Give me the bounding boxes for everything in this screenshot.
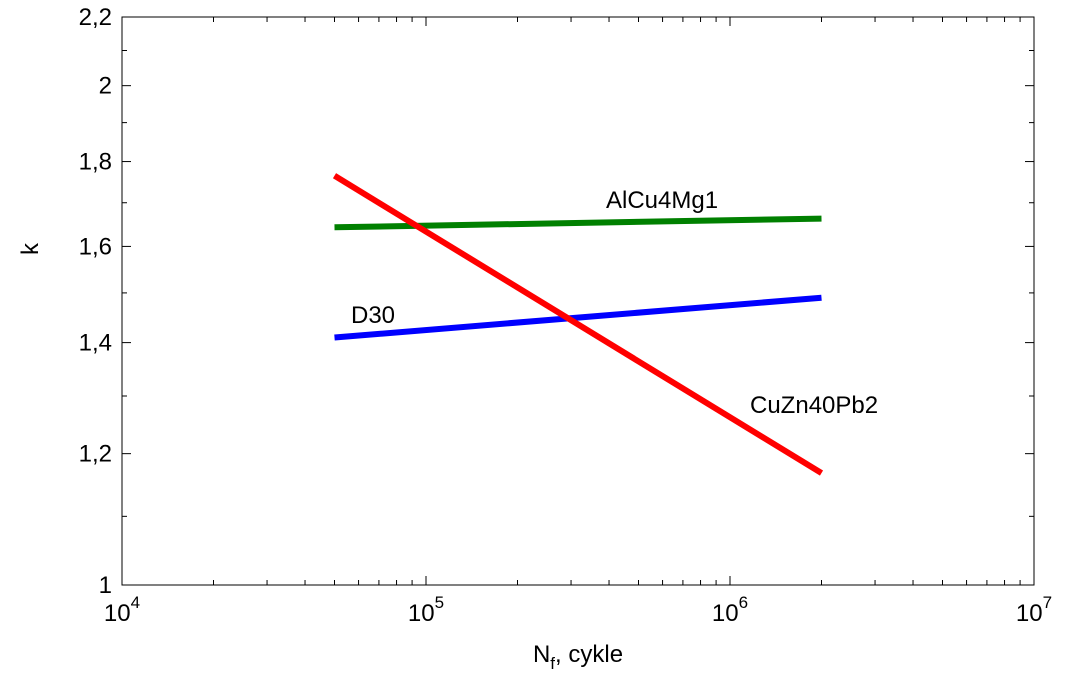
x-axis-title: Nf, cykle xyxy=(533,641,623,673)
tick-marks xyxy=(121,16,1035,586)
x-tick-label-base: 10 xyxy=(1016,600,1043,627)
y-tick-label: 1,4 xyxy=(79,330,112,357)
x-tick-label: 104 xyxy=(104,593,140,627)
x-tick-label: 105 xyxy=(408,593,444,627)
x-tick-label-exponent: 5 xyxy=(435,593,444,612)
x-tick-labels: 104 105 106 107 xyxy=(104,593,1052,627)
y-axis-title: k xyxy=(17,242,44,255)
y-tick-label: 1,2 xyxy=(79,441,112,468)
y-tick-label: 2 xyxy=(99,73,112,100)
x-tick-label-exponent: 6 xyxy=(739,593,748,612)
x-axis-title-main: N xyxy=(533,641,550,668)
plot-background xyxy=(122,17,1034,585)
x-tick-label: 107 xyxy=(1016,593,1052,627)
x-tick-label-base: 10 xyxy=(712,600,739,627)
annotation-cuzn40pb2: CuZn40Pb2 xyxy=(750,392,878,419)
x-tick-label-base: 10 xyxy=(104,600,131,627)
x-axis-title-subscript: f xyxy=(550,654,555,673)
x-tick-label-exponent: 7 xyxy=(1043,593,1052,612)
x-tick-label: 106 xyxy=(712,593,748,627)
y-tick-label: 1,8 xyxy=(79,149,112,176)
x-tick-label-exponent: 4 xyxy=(131,593,140,612)
y-tick-label: 1,6 xyxy=(79,233,112,260)
y-tick-labels: 1 1,2 1,4 1,6 1,8 2 2,2 xyxy=(79,4,112,599)
annotation-alcu4mg1: AlCu4Mg1 xyxy=(606,187,718,214)
x-axis-title-suffix: , cykle xyxy=(555,641,623,668)
plot-frame xyxy=(121,16,1035,586)
annotation-d30: D30 xyxy=(351,302,395,329)
y-tick-label: 2,2 xyxy=(79,4,112,31)
series-lines xyxy=(332,173,824,476)
x-tick-label-base: 10 xyxy=(408,600,435,627)
series-line-d30 xyxy=(334,294,822,341)
y-tick-label: 1 xyxy=(99,572,112,599)
series-line-cuzn40pb2 xyxy=(332,173,824,476)
